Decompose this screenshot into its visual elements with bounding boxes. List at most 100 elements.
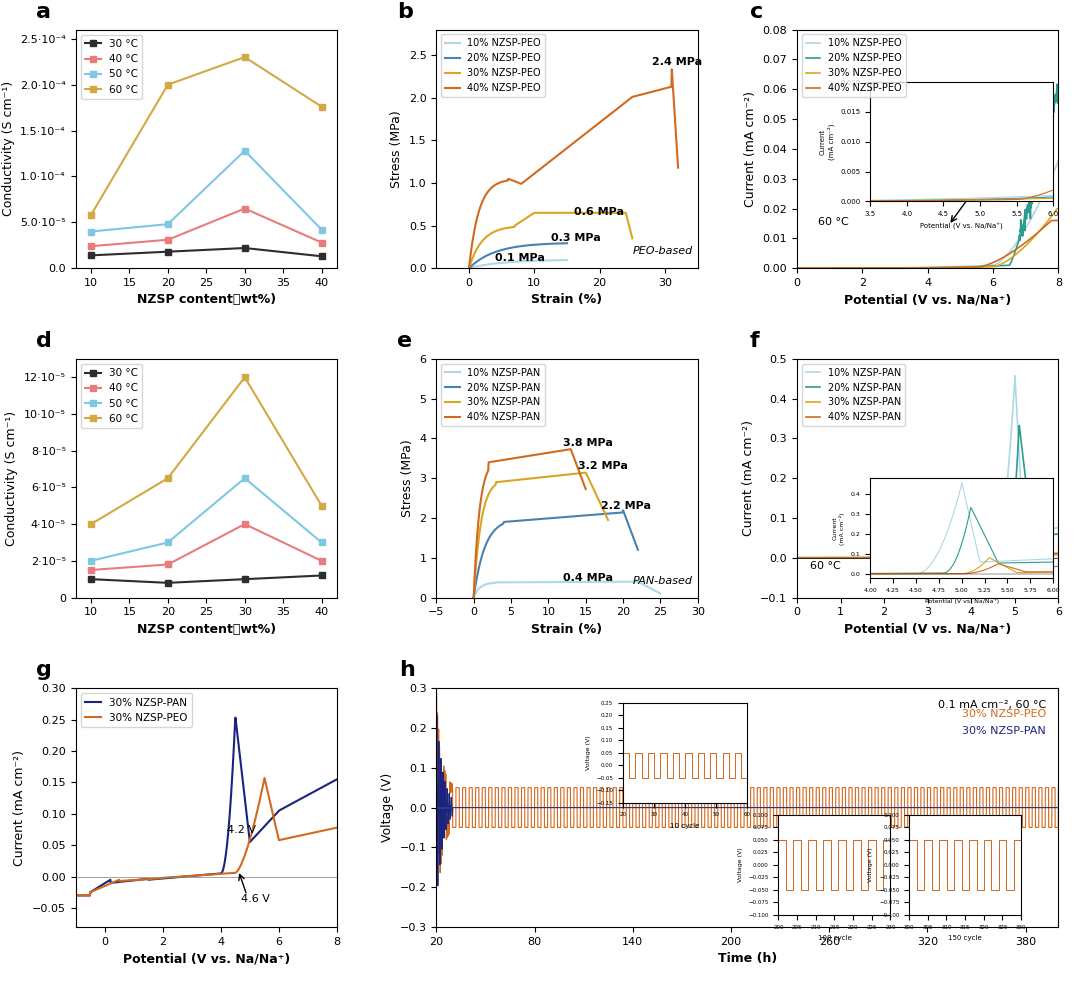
20% NZSP-PEO <box>552 238 565 249</box>
X-axis label: Strain (%): Strain (%) <box>531 294 603 307</box>
30% NZSP-PAN <box>185 871 198 882</box>
Line: 10% NZSP-PEO: 10% NZSP-PEO <box>797 161 1058 268</box>
10% NZSP-PEO <box>488 257 501 269</box>
10% NZSP-PAN <box>957 551 970 563</box>
10% NZSP-PAN <box>1016 507 1029 519</box>
30% NZSP-PEO <box>1052 203 1065 215</box>
30% NZSP-PEO <box>258 772 271 784</box>
Legend: 10% NZSP-PEO, 20% NZSP-PEO, 30% NZSP-PEO, 40% NZSP-PEO: 10% NZSP-PEO, 20% NZSP-PEO, 30% NZSP-PEO… <box>801 35 906 97</box>
30% NZSP-PAN <box>229 712 242 724</box>
30% NZSP-PAN <box>667 802 680 813</box>
20% NZSP-PAN <box>807 552 820 564</box>
30% NZSP-PAN <box>949 551 962 563</box>
30% NZSP-PEO <box>559 207 572 219</box>
20% NZSP-PEO <box>1052 82 1065 94</box>
Line: 10% NZSP-PAN: 10% NZSP-PAN <box>474 582 660 598</box>
20% NZSP-PAN <box>468 592 481 603</box>
40 °C <box>84 241 97 252</box>
30% NZSP-PAN <box>468 585 481 597</box>
20% NZSP-PAN <box>1013 420 1026 432</box>
Y-axis label: Voltage (V): Voltage (V) <box>381 773 394 842</box>
Text: 0.6 MPa: 0.6 MPa <box>573 207 623 217</box>
Line: 20% NZSP-PAN: 20% NZSP-PAN <box>474 511 638 598</box>
40% NZSP-PEO <box>563 140 576 152</box>
30% NZSP-PEO <box>1052 782 1065 794</box>
20% NZSP-PAN <box>632 544 645 556</box>
30% NZSP-PEO <box>434 867 447 879</box>
Line: 20% NZSP-PEO: 20% NZSP-PEO <box>469 244 567 268</box>
40% NZSP-PAN <box>468 583 481 595</box>
60 °C <box>84 519 97 530</box>
50 °C <box>161 536 174 548</box>
Y-axis label: Current (mA cm⁻²): Current (mA cm⁻²) <box>744 91 757 207</box>
60 °C <box>315 101 328 112</box>
Text: 0.4 MPa: 0.4 MPa <box>564 573 613 583</box>
20% NZSP-PAN <box>1052 528 1065 540</box>
20% NZSP-PEO <box>469 257 482 269</box>
20% NZSP-PEO <box>488 246 501 258</box>
10% NZSP-PEO <box>995 255 1008 267</box>
40% NZSP-PAN <box>1052 547 1065 559</box>
10% NZSP-PAN <box>1009 370 1022 382</box>
Line: 40 °C: 40 °C <box>89 522 324 573</box>
10% NZSP-PAN <box>468 590 481 601</box>
40% NZSP-PAN <box>791 552 804 564</box>
30% NZSP-PAN <box>1052 802 1065 813</box>
40 °C <box>239 203 252 215</box>
30% NZSP-PEO <box>185 870 198 881</box>
10% NZSP-PAN <box>653 588 666 599</box>
10% NZSP-PAN <box>943 551 956 563</box>
30% NZSP-PEO <box>906 262 919 274</box>
40% NZSP-PEO <box>818 262 831 274</box>
X-axis label: Potential (V vs. Na/Na⁺): Potential (V vs. Na/Na⁺) <box>123 952 289 965</box>
Legend: 10% NZSP-PEO, 20% NZSP-PEO, 30% NZSP-PEO, 40% NZSP-PEO: 10% NZSP-PEO, 20% NZSP-PEO, 30% NZSP-PEO… <box>441 35 545 97</box>
30 °C <box>239 573 252 585</box>
30% NZSP-PEO <box>999 255 1012 267</box>
Line: 30% NZSP-PAN: 30% NZSP-PAN <box>436 716 1058 885</box>
30% NZSP-PAN <box>273 805 286 816</box>
10% NZSP-PEO <box>467 261 480 273</box>
30% NZSP-PEO <box>970 261 983 273</box>
20% NZSP-PEO <box>481 249 494 261</box>
30% NZSP-PEO <box>835 821 848 833</box>
X-axis label: NZSP content（wt%): NZSP content（wt%) <box>137 623 275 636</box>
X-axis label: NZSP content（wt%): NZSP content（wt%) <box>137 294 275 307</box>
10% NZSP-PEO <box>791 262 804 274</box>
40% NZSP-PEO <box>896 262 909 274</box>
40% NZSP-PAN <box>807 552 820 564</box>
20% NZSP-PEO <box>462 262 475 274</box>
30% NZSP-PEO <box>818 262 831 274</box>
20% NZSP-PAN <box>468 588 481 599</box>
40% NZSP-PEO <box>906 262 919 274</box>
40% NZSP-PAN <box>949 552 962 564</box>
20% NZSP-PAN <box>949 551 962 563</box>
30% NZSP-PEO <box>96 881 109 893</box>
30% NZSP-PEO <box>894 821 907 833</box>
Text: h: h <box>399 661 415 680</box>
10% NZSP-PEO <box>999 250 1012 262</box>
40% NZSP-PAN <box>536 448 549 459</box>
20% NZSP-PAN <box>616 507 629 519</box>
Line: 60 °C: 60 °C <box>89 375 324 527</box>
10% NZSP-PEO <box>469 261 482 273</box>
Line: 30% NZSP-PEO: 30% NZSP-PEO <box>76 778 337 895</box>
20% NZSP-PAN <box>565 511 578 523</box>
10% NZSP-PEO <box>462 262 475 274</box>
10% NZSP-PAN <box>632 576 645 588</box>
10% NZSP-PEO <box>561 254 573 266</box>
30 °C <box>315 250 328 262</box>
30 °C <box>161 246 174 257</box>
40% NZSP-PEO <box>576 130 589 142</box>
40% NZSP-PAN <box>1026 531 1039 543</box>
30 °C <box>161 577 174 589</box>
30% NZSP-PAN <box>957 551 970 563</box>
Legend: 30% NZSP-PAN, 30% NZSP-PEO: 30% NZSP-PAN, 30% NZSP-PEO <box>81 693 191 727</box>
Text: b: b <box>397 2 413 22</box>
Legend: 30 °C, 40 °C, 50 °C, 60 °C: 30 °C, 40 °C, 50 °C, 60 °C <box>81 364 143 428</box>
30% NZSP-PAN <box>942 802 955 813</box>
10% NZSP-PEO <box>552 254 565 266</box>
30% NZSP-PEO <box>995 258 1008 270</box>
Y-axis label: Stress (MPa): Stress (MPa) <box>390 110 403 187</box>
40% NZSP-PEO <box>634 89 647 101</box>
30% NZSP-PEO <box>528 207 541 219</box>
